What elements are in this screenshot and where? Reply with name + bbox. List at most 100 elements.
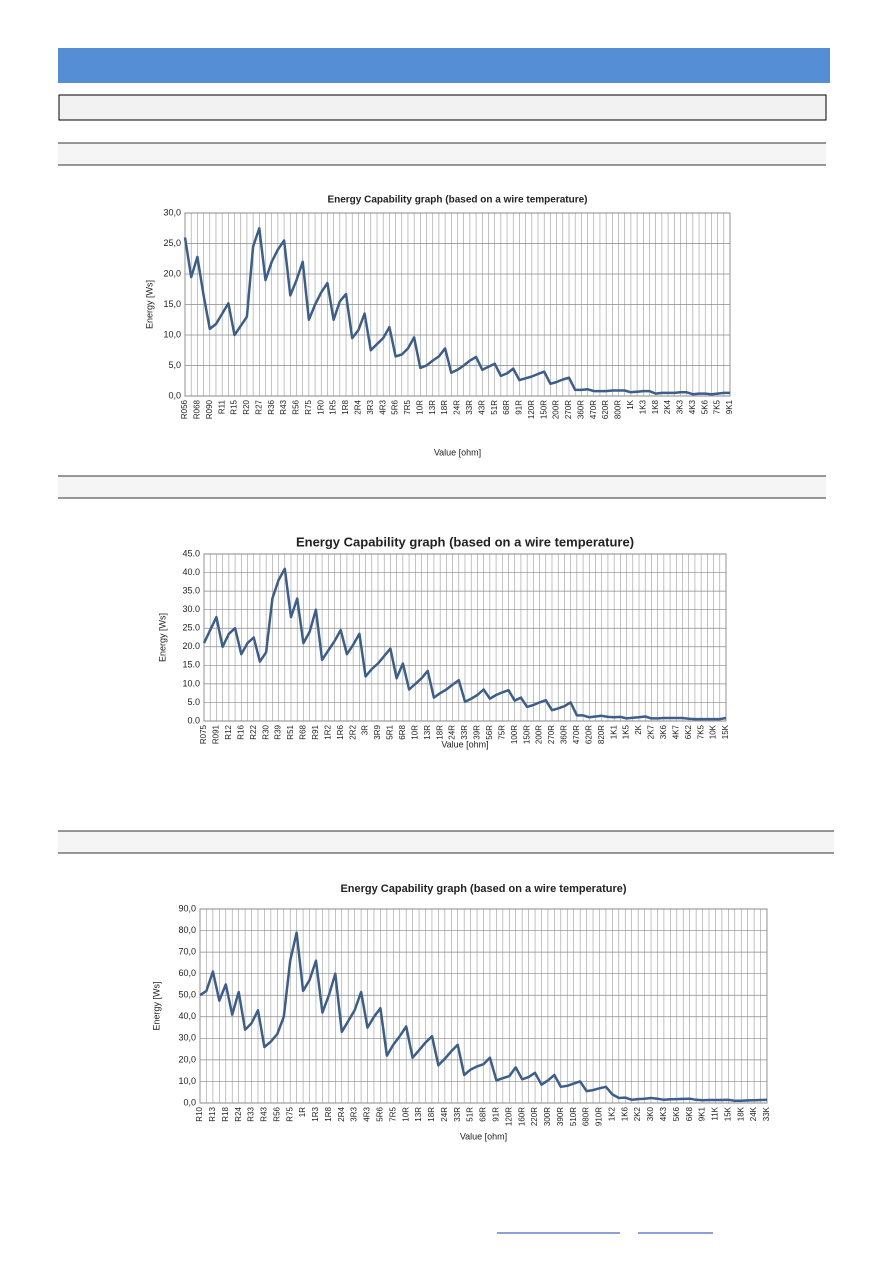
x-tick-label: 5R6 — [376, 1106, 385, 1121]
x-tick-label: 1K — [626, 399, 635, 409]
x-axis-label: Value [ohm] — [441, 739, 488, 749]
x-tick-label: 33R — [460, 725, 469, 740]
x-tick-label: 4R3 — [378, 399, 387, 414]
x-tick-label: 1R — [298, 1107, 307, 1117]
x-tick-label: 390R — [556, 1107, 565, 1126]
x-tick-label: 18R — [427, 1107, 436, 1122]
section-bar — [58, 831, 834, 853]
x-tick-label: 33K — [762, 1106, 771, 1121]
x-tick-label: R56 — [292, 399, 301, 414]
y-tick-label: 40,0 — [178, 1011, 196, 1021]
x-tick-label: 5K6 — [700, 399, 709, 414]
x-tick-label: R36 — [267, 399, 276, 414]
x-tick-label: R27 — [254, 399, 263, 414]
x-tick-label: 4K3 — [659, 1106, 668, 1121]
x-tick-label: R43 — [279, 399, 288, 414]
x-tick-label: 24K — [749, 1106, 758, 1121]
x-axis-label: Value [ohm] — [434, 447, 481, 457]
y-tick-label: 80,0 — [178, 925, 196, 935]
x-tick-label: R68 — [299, 724, 308, 739]
x-tick-label: 910R — [595, 1107, 604, 1126]
x-tick-label: 270R — [564, 400, 573, 419]
x-tick-label: 68R — [502, 400, 511, 415]
data-line — [202, 567, 727, 721]
y-tick-label: 15.0 — [182, 660, 200, 670]
x-tick-label: 3R9 — [373, 724, 382, 739]
x-tick-label: 18K — [736, 1106, 745, 1121]
x-tick-label: 300R — [543, 1107, 552, 1126]
x-tick-label: R15 — [230, 399, 239, 414]
x-tick-label: R33 — [247, 1106, 256, 1121]
x-tick-label: 13R — [414, 1107, 423, 1122]
x-tick-label: 6K2 — [684, 724, 693, 739]
x-tick-label: 7R5 — [388, 1106, 397, 1121]
x-tick-label: 1K2 — [607, 1106, 616, 1121]
x-tick-label: 1R2 — [323, 724, 332, 739]
x-tick-label: 1R8 — [341, 399, 350, 414]
y-tick-label: 30,0 — [178, 1033, 196, 1043]
x-tick-label: 1K6 — [620, 1106, 629, 1121]
x-tick-label: 24R — [453, 400, 462, 415]
x-tick-label: 10R — [401, 1107, 410, 1122]
title-box — [58, 94, 827, 121]
x-tick-label: 3R — [361, 725, 370, 735]
y-tick-label: 15,0 — [163, 299, 181, 309]
x-tick-label: 680R — [582, 1107, 591, 1126]
x-axis-label: Value [ohm] — [460, 1131, 507, 1141]
y-tick-label: 40.0 — [182, 567, 200, 577]
x-tick-label: R10 — [195, 1106, 204, 1121]
x-tick-label: 620R — [601, 400, 610, 419]
x-tick-label: 1K1 — [609, 724, 618, 739]
y-tick-label: 0,0 — [168, 390, 181, 400]
x-tick-label: R75 — [304, 399, 313, 414]
section-bar — [58, 143, 826, 165]
y-tick-label: 0,0 — [183, 1097, 196, 1107]
y-tick-label: 90,0 — [178, 903, 196, 913]
x-tick-label: 2R4 — [354, 399, 363, 414]
x-tick-label: 100R — [510, 725, 519, 744]
x-tick-label: 68R — [479, 1107, 488, 1122]
x-tick-label: R20 — [242, 399, 251, 414]
y-tick-label: 50,0 — [178, 990, 196, 1000]
x-tick-label: R56 — [272, 1106, 281, 1121]
x-tick-label: R51 — [286, 724, 295, 739]
x-tick-label: 18R — [440, 400, 449, 415]
y-tick-label: 20.0 — [182, 641, 200, 651]
y-tick-label: 20,0 — [178, 1054, 196, 1064]
x-tick-label: 6K8 — [685, 1106, 694, 1121]
x-tick-label: R91 — [311, 724, 320, 739]
x-tick-label: 6R8 — [398, 724, 407, 739]
x-tick-label: 620R — [584, 725, 593, 744]
x-tick-label: R11 — [217, 399, 226, 414]
x-tick-label: R39 — [274, 724, 283, 739]
data-line — [183, 227, 730, 396]
x-tick-label: 360R — [576, 400, 585, 419]
x-tick-label: 150R — [522, 725, 531, 744]
x-tick-label: R16 — [236, 724, 245, 739]
x-tick-label: 3R3 — [350, 1106, 359, 1121]
x-tick-label: 9K1 — [725, 399, 734, 414]
x-tick-label: 33R — [465, 400, 474, 415]
x-tick-label: 1R6 — [336, 724, 345, 739]
y-tick-label: 35.0 — [182, 585, 200, 595]
x-tick-label: 5R6 — [391, 399, 400, 414]
x-tick-label: 800R — [614, 400, 623, 419]
data-line — [199, 931, 768, 1103]
x-tick-label: R12 — [224, 724, 233, 739]
x-tick-label: 3K3 — [676, 399, 685, 414]
x-tick-label: 10R — [410, 725, 419, 740]
x-tick-label: 5K6 — [672, 1106, 681, 1121]
x-tick-label: 360R — [560, 725, 569, 744]
x-tick-label: 2K — [634, 724, 643, 734]
x-tick-label: 43R — [477, 400, 486, 415]
x-tick-label: 1R8 — [324, 1106, 333, 1121]
y-tick-label: 10,0 — [163, 329, 181, 339]
x-tick-label: 24R — [448, 725, 457, 740]
x-tick-label: R091 — [212, 724, 221, 744]
x-tick-label: 160R — [517, 1107, 526, 1126]
y-tick-label: 25.0 — [182, 623, 200, 633]
x-tick-label: 2K7 — [647, 724, 656, 739]
y-tick-label: 5,0 — [168, 360, 181, 370]
chart-title: Energy Capability graph (based on a wire… — [340, 883, 626, 895]
